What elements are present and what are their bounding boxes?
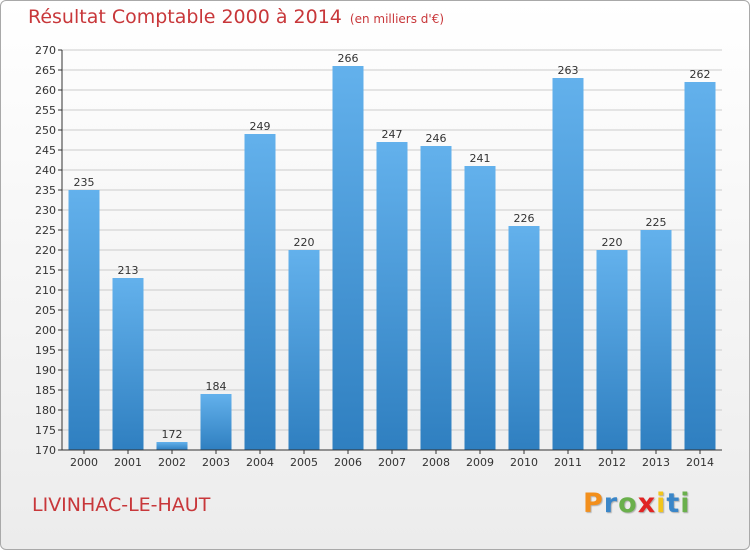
bar-2012 bbox=[596, 250, 628, 450]
x-tick-label: 2003 bbox=[202, 456, 230, 469]
bar-2003 bbox=[200, 394, 232, 450]
logo-letter: i bbox=[656, 488, 667, 519]
bar-2005 bbox=[288, 250, 320, 450]
x-tick-label: 2008 bbox=[422, 456, 450, 469]
bar-2001 bbox=[112, 278, 144, 450]
chart-title: Résultat Comptable 2000 à 2014 (en millie… bbox=[28, 6, 444, 28]
bar-value-label: 247 bbox=[382, 128, 403, 141]
chart-subtitle: (en milliers d'€) bbox=[349, 12, 445, 26]
logo-letter: t bbox=[666, 488, 681, 519]
bar-value-label: 220 bbox=[294, 236, 315, 249]
y-tick-label: 250 bbox=[35, 124, 56, 137]
logo-letter: r bbox=[603, 488, 619, 519]
bar-2011 bbox=[552, 78, 584, 450]
x-tick-label: 2013 bbox=[642, 456, 670, 469]
y-tick-label: 200 bbox=[35, 324, 56, 337]
labels: 170 175 180 185 190 195 200 205 210 215 220 225 230 2… bbox=[35, 44, 714, 469]
x-tick-label: 2005 bbox=[290, 456, 318, 469]
bar-value-label: 262 bbox=[690, 68, 711, 81]
logo-letter: x bbox=[637, 488, 657, 519]
bar-value-label: 213 bbox=[118, 264, 139, 277]
bars bbox=[68, 66, 716, 450]
y-tick-label: 265 bbox=[35, 64, 56, 77]
x-tick-label: 2009 bbox=[466, 456, 494, 469]
bar-value-label: 172 bbox=[162, 428, 183, 441]
bar-value-label: 235 bbox=[74, 176, 95, 189]
y-tick-label: 260 bbox=[35, 84, 56, 97]
bar-value-label: 263 bbox=[558, 64, 579, 77]
bar-value-label: 226 bbox=[514, 212, 535, 225]
y-tick-label: 210 bbox=[35, 284, 56, 297]
commune-name: LIVINHAC-LE-HAUT bbox=[32, 494, 211, 516]
bar-value-label: 220 bbox=[602, 236, 623, 249]
x-tick-label: 2004 bbox=[246, 456, 274, 469]
y-tick-label: 270 bbox=[35, 44, 56, 57]
bar-2007 bbox=[376, 142, 408, 450]
bar-2004 bbox=[244, 134, 276, 450]
bar-2009 bbox=[464, 166, 496, 450]
x-tick-label: 2001 bbox=[114, 456, 142, 469]
y-tick-label: 205 bbox=[35, 304, 56, 317]
bar-value-label: 249 bbox=[250, 120, 271, 133]
bar-2000 bbox=[68, 190, 100, 450]
x-tick-label: 2002 bbox=[158, 456, 186, 469]
proxiti-logo: Proxiti bbox=[583, 488, 691, 519]
y-tick-label: 240 bbox=[35, 164, 56, 177]
y-tick-label: 175 bbox=[35, 424, 56, 437]
bar-value-label: 225 bbox=[646, 216, 667, 229]
x-tick-label: 2010 bbox=[510, 456, 538, 469]
y-tick-label: 220 bbox=[35, 244, 56, 257]
y-tick-label: 235 bbox=[35, 184, 56, 197]
y-tick-label: 180 bbox=[35, 404, 56, 417]
logo-letter: o bbox=[618, 488, 638, 519]
x-tick-label: 2011 bbox=[554, 456, 582, 469]
bar-2014 bbox=[684, 82, 716, 450]
bar-value-label: 241 bbox=[470, 152, 491, 165]
bar-2006 bbox=[332, 66, 364, 450]
x-tick-label: 2000 bbox=[70, 456, 98, 469]
y-tick-label: 190 bbox=[35, 364, 56, 377]
chart-title-text: Résultat Comptable 2000 à 2014 bbox=[28, 6, 342, 28]
bar-2002 bbox=[156, 442, 188, 450]
y-tick-label: 170 bbox=[35, 444, 56, 457]
logo-letter: P bbox=[583, 488, 604, 519]
bar-2010 bbox=[508, 226, 540, 450]
y-tick-label: 215 bbox=[35, 264, 56, 277]
logo-letter: i bbox=[680, 488, 691, 519]
x-tick-label: 2014 bbox=[686, 456, 714, 469]
bar-value-label: 266 bbox=[338, 52, 359, 65]
x-tick-label: 2012 bbox=[598, 456, 626, 469]
axes bbox=[58, 49, 722, 454]
y-tick-label: 255 bbox=[35, 104, 56, 117]
bar-2013 bbox=[640, 230, 672, 450]
bar-value-label: 246 bbox=[426, 132, 447, 145]
y-tick-label: 185 bbox=[35, 384, 56, 397]
bar-2008 bbox=[420, 146, 452, 450]
x-tick-label: 2007 bbox=[378, 456, 406, 469]
y-tick-label: 230 bbox=[35, 204, 56, 217]
x-tick-label: 2006 bbox=[334, 456, 362, 469]
y-tick-label: 225 bbox=[35, 224, 56, 237]
y-tick-label: 245 bbox=[35, 144, 56, 157]
y-tick-label: 195 bbox=[35, 344, 56, 357]
bar-value-label: 184 bbox=[206, 380, 227, 393]
